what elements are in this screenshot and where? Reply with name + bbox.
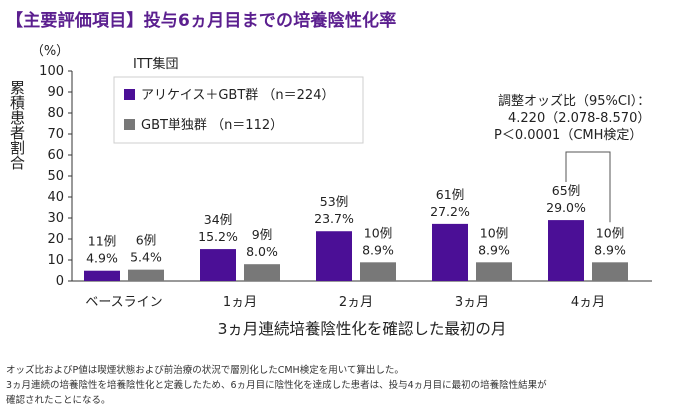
data-label-count: 11例	[88, 234, 116, 249]
bar-series-2	[244, 264, 280, 281]
annotation-line: 4.220（2.078-8.570）	[508, 111, 650, 126]
y-axis-unit: （%）	[31, 44, 69, 59]
data-label-count: 10例	[364, 225, 392, 240]
data-label-count: 53例	[320, 194, 348, 209]
legend-label-1: アリケイス＋GBT群 （n＝224）	[141, 88, 334, 103]
bar-series-1	[548, 220, 584, 281]
annotation-line: P＜0.0001（CMH検定）	[494, 128, 642, 143]
y-tick-label: 100	[39, 64, 64, 79]
data-label-percent: 27.2%	[430, 204, 470, 219]
bar-series-2	[360, 262, 396, 281]
bar-series-2	[592, 262, 628, 281]
data-label-percent: 15.2%	[198, 229, 238, 244]
data-label-count: 6例	[136, 233, 156, 248]
bar-series-2	[476, 262, 512, 281]
y-tick-label: 30	[47, 211, 64, 226]
y-tick-label: 0	[56, 274, 64, 289]
y-tick-label: 50	[47, 169, 64, 184]
data-label-count: 10例	[596, 225, 624, 240]
bar-series-2	[128, 269, 164, 281]
data-label-count: 65例	[552, 183, 580, 198]
legend-box	[113, 76, 364, 144]
y-tick-label: 60	[47, 148, 64, 163]
x-tick-label: ベースライン	[85, 295, 162, 310]
x-tick-label: 3ヵ月	[455, 295, 489, 310]
footnote-1: オッズ比およびP値は喫煙状態および前治療の状況で層別化したCMH検定を用いて算出…	[6, 365, 404, 376]
bar-series-1	[200, 249, 236, 281]
data-label-percent: 5.4%	[130, 250, 162, 265]
bar-series-1	[316, 231, 352, 281]
data-label-percent: 4.9%	[86, 251, 118, 266]
data-label-percent: 8.9%	[362, 242, 394, 257]
data-label-percent: 29.0%	[546, 200, 586, 215]
legend-title: ITT集団	[133, 56, 179, 72]
bar-series-1	[84, 270, 120, 281]
y-tick-label: 40	[47, 190, 64, 205]
annotation-line: 調整オッズ比（95%CI）：	[498, 93, 650, 109]
page-title: 【主要評価項目】投与6ヵ月目までの培養陰性化率	[6, 11, 397, 31]
significance-bracket	[565, 151, 611, 223]
data-label-count: 34例	[204, 212, 232, 227]
footnote-2: 3ヵ月連続の培養陰性を培養陰性化と定義したため、6ヵ月目に陰性化を達成した患者は…	[6, 380, 547, 391]
x-tick-label: 2ヵ月	[339, 295, 373, 310]
data-label-count: 9例	[252, 227, 272, 242]
y-tick-label: 10	[47, 253, 64, 268]
y-tick-label: 90	[47, 85, 64, 100]
bar-series-1	[432, 223, 468, 281]
data-label-percent: 8.9%	[478, 242, 510, 257]
y-axis-label: 累積患者割合	[8, 80, 26, 170]
data-label-count: 10例	[480, 225, 508, 240]
data-label-count: 61例	[436, 187, 464, 202]
data-label-percent: 23.7%	[314, 211, 354, 226]
x-tick-label: 1ヵ月	[223, 295, 257, 310]
y-tick-label: 70	[47, 127, 64, 142]
legend-label-2: GBT単独群 （n＝112）	[141, 117, 283, 133]
y-tick-label: 80	[47, 106, 64, 121]
footnote-3: 確認されたことになる。	[6, 395, 111, 406]
y-tick-label: 20	[47, 232, 64, 247]
legend-swatch-1	[124, 89, 135, 100]
x-axis-label: 3ヵ月連続培養陰性化を確認した最初の月	[218, 320, 507, 338]
legend-swatch-2	[124, 119, 135, 130]
data-label-percent: 8.0%	[246, 244, 278, 259]
data-label-percent: 8.9%	[594, 242, 626, 257]
x-tick-label: 4ヵ月	[571, 295, 605, 310]
